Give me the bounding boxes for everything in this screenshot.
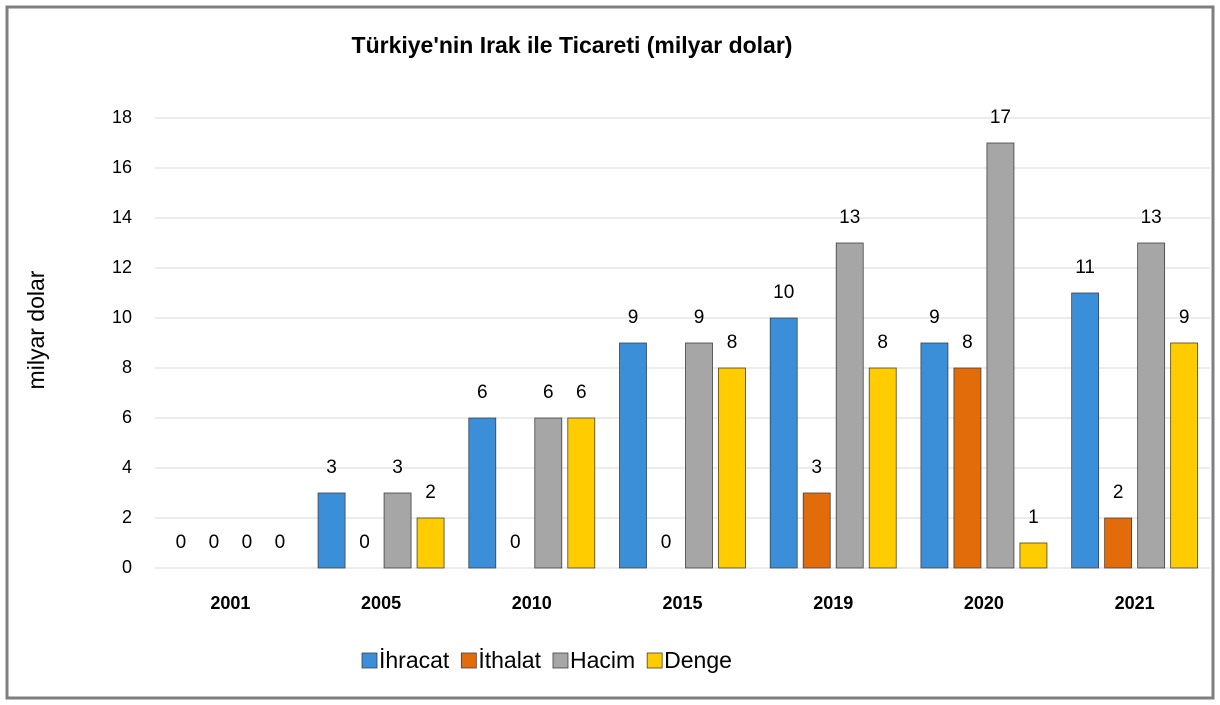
x-tick-label: 2020 [964,593,1004,613]
x-tick-label: 2015 [662,593,702,613]
y-tick-label: 4 [122,457,132,477]
bar [534,417,563,569]
legend-swatch [646,652,663,669]
bar [468,417,497,569]
data-label: 11 [1075,257,1095,278]
legend-swatch [552,652,569,669]
bar [1137,242,1166,569]
bar [383,492,412,569]
y-tick-label: 6 [122,407,132,427]
bar [835,242,864,569]
data-label: 9 [929,307,940,328]
bar [718,367,746,569]
x-tick-label: 2021 [1115,593,1155,613]
bar [567,417,596,569]
x-tick-label: 2005 [361,593,401,613]
bar [802,492,831,569]
data-label: 6 [576,382,587,403]
data-label: 6 [477,382,488,403]
bar [1170,342,1199,569]
data-label: 1 [1028,507,1039,528]
legend-label: Denge [664,647,732,673]
data-label: 6 [543,382,554,403]
data-label: 0 [510,532,521,553]
legend-swatch [361,652,378,669]
x-tick-label: 2010 [512,593,552,613]
x-tick-label: 2019 [813,593,853,613]
chart-title: Türkiye'nin Irak ile Ticareti (milyar do… [352,32,793,58]
bar [1104,517,1133,569]
y-tick-label: 8 [122,357,132,377]
data-label: 0 [209,532,220,553]
data-label: 0 [275,532,286,553]
bar [769,317,798,569]
data-label: 2 [1113,482,1124,503]
bar [619,342,647,569]
data-label: 8 [727,332,738,353]
chart-border [5,5,1215,700]
bar [1019,542,1048,569]
y-tick-label: 14 [112,207,132,227]
bar [868,367,897,569]
data-label: 8 [962,332,973,353]
bar [1071,292,1100,569]
data-label: 0 [661,532,672,553]
bar [685,342,713,569]
data-label: 2 [425,482,436,503]
bar [986,142,1015,569]
y-tick-label: 12 [112,257,132,277]
bar [317,492,346,569]
y-tick-label: 10 [112,307,132,327]
legend-label: Hacim [570,647,635,673]
bar [920,342,949,569]
y-tick-label: 0 [122,557,132,577]
legend-label: İthalat [478,647,541,673]
data-label: 13 [839,207,860,228]
y-tick-label: 16 [112,157,132,177]
data-label: 10 [773,282,794,303]
bar [416,517,445,569]
y-axis-label: milyar dolar [23,270,49,389]
data-label: 9 [628,307,639,328]
legend-label: İhracat [379,647,450,673]
data-label: 3 [811,457,822,478]
data-label: 13 [1141,207,1162,228]
y-tick-label: 2 [122,507,132,527]
data-label: 0 [242,532,253,553]
data-label: 8 [877,332,888,353]
data-label: 17 [990,107,1011,128]
y-tick-label: 18 [112,107,132,127]
x-tick-label: 2001 [210,593,250,613]
legend-swatch [460,652,477,669]
data-label: 3 [392,457,403,478]
data-label: 9 [1179,307,1190,328]
bar [953,367,982,569]
data-label: 0 [176,532,187,553]
data-label: 3 [326,457,337,478]
data-label: 9 [694,307,705,328]
data-label: 0 [359,532,370,553]
